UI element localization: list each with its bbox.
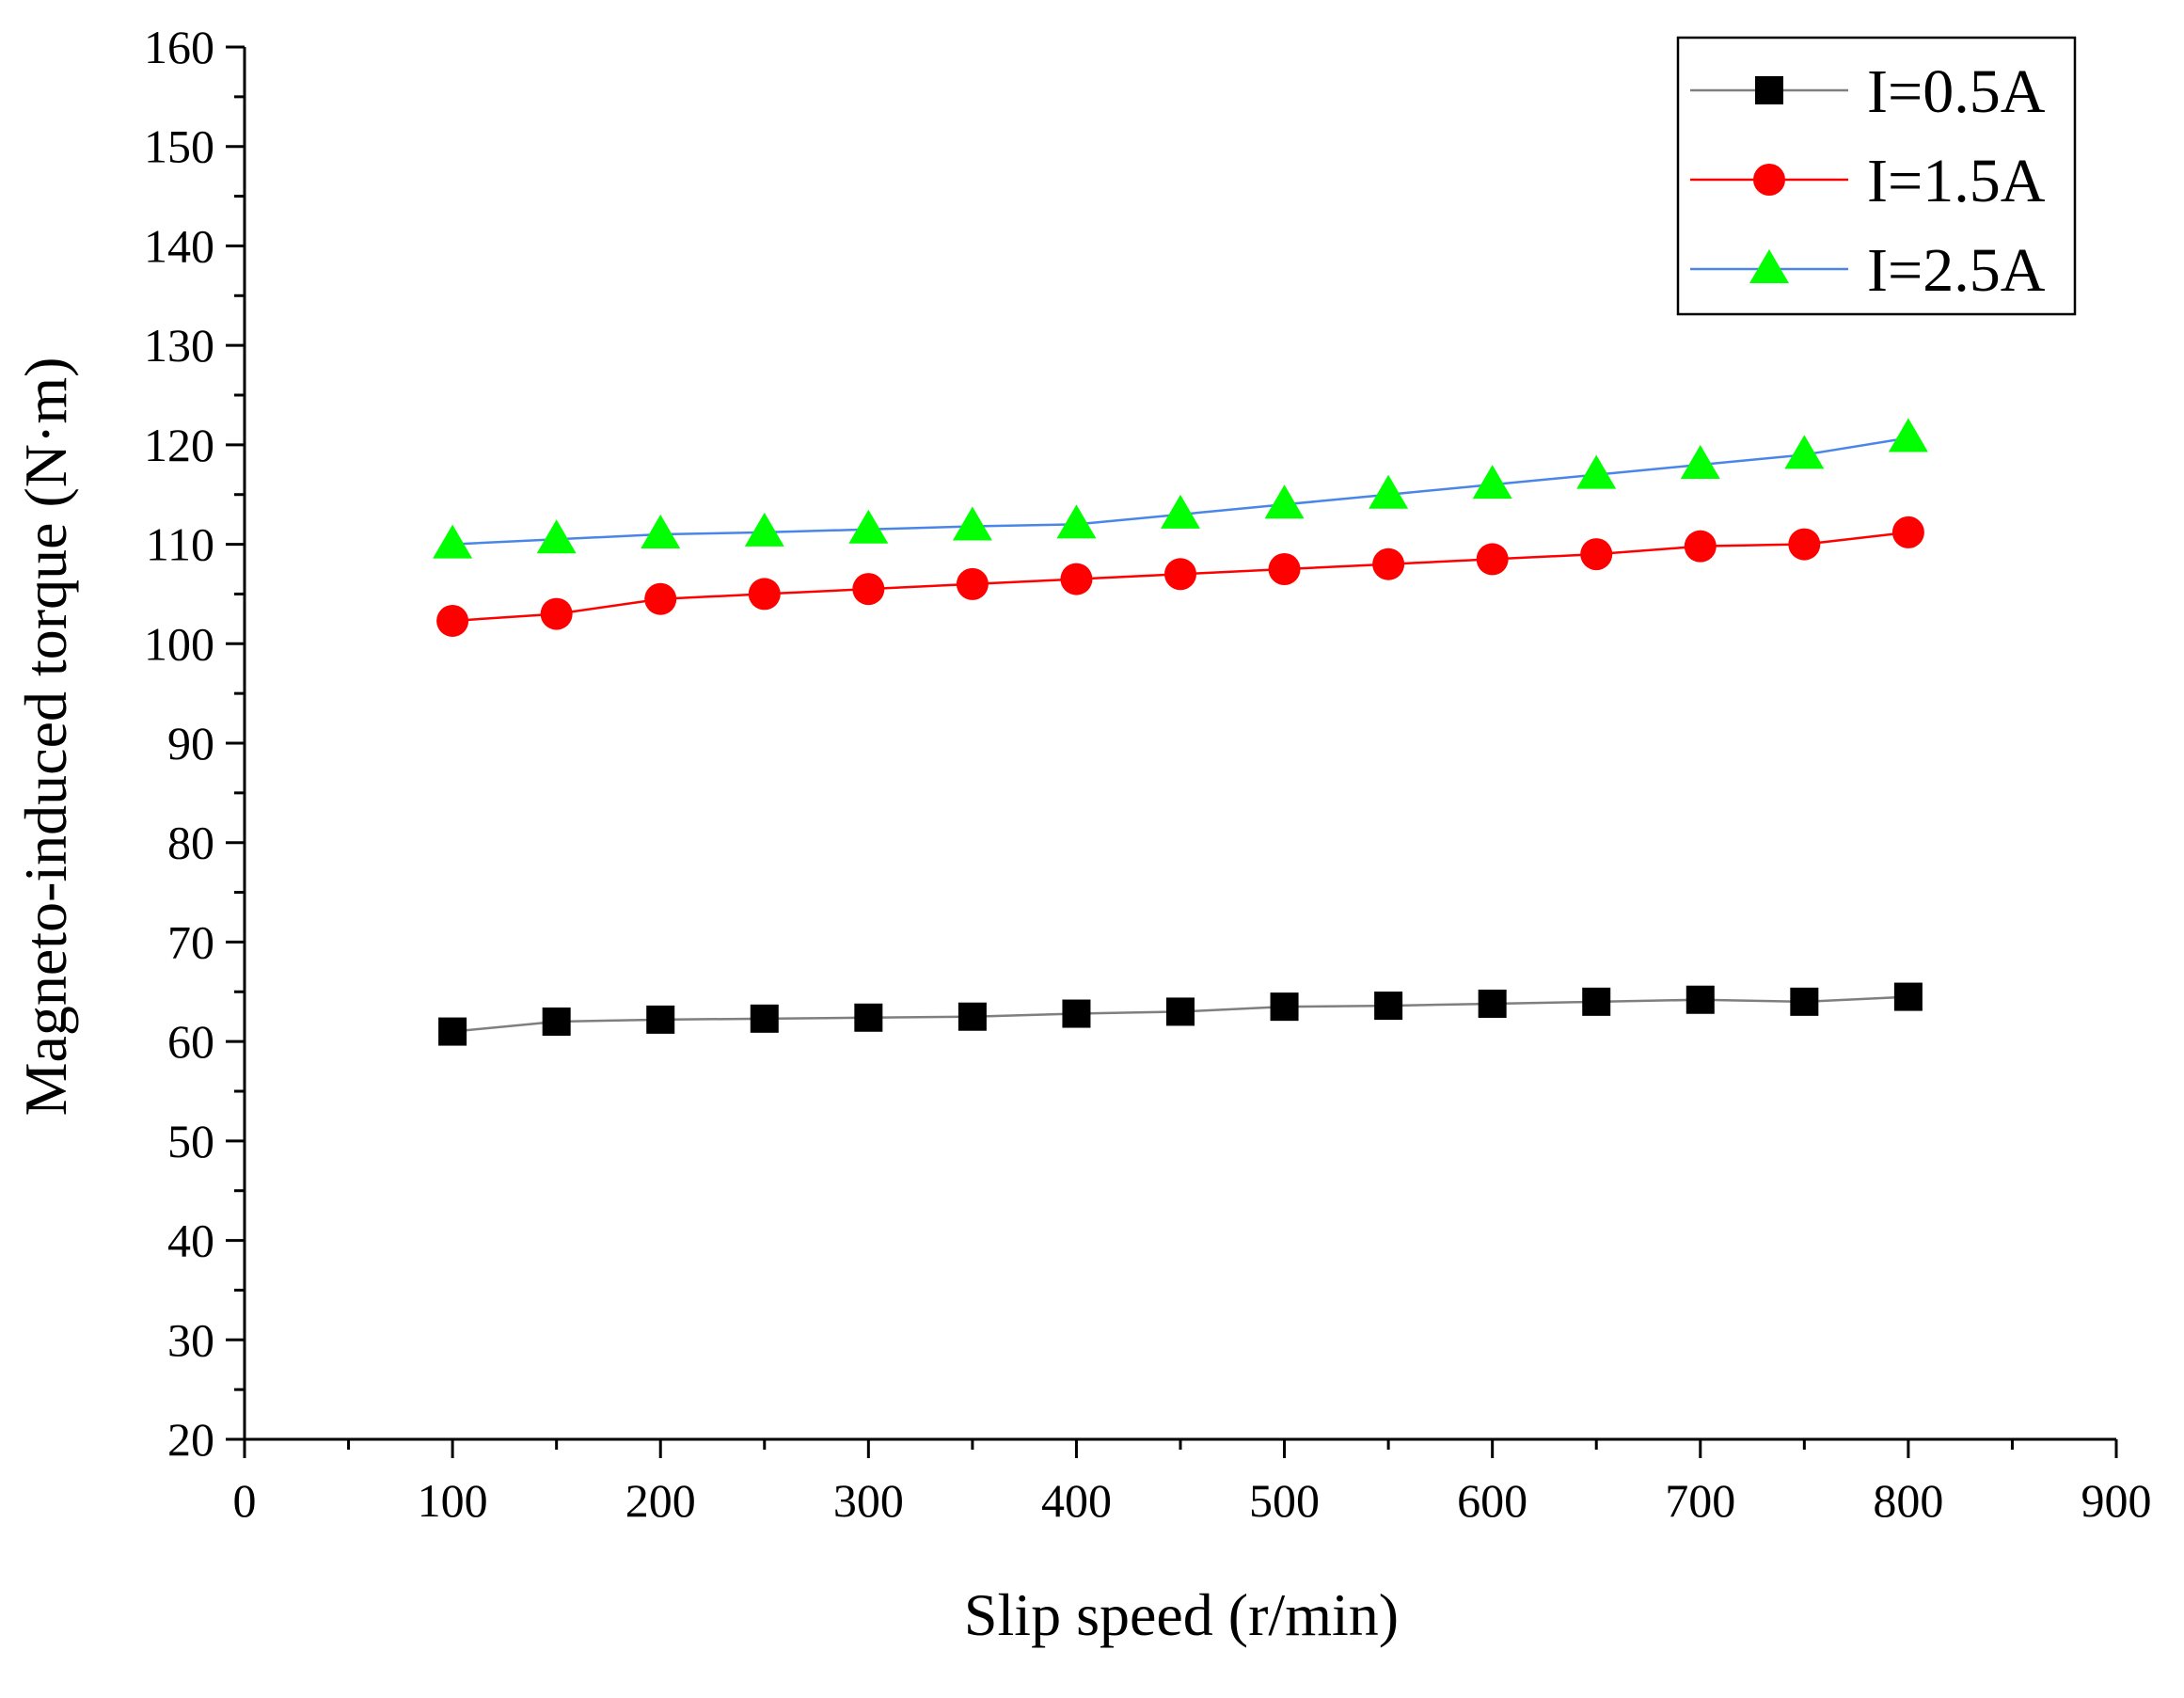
y-tick-label: 160	[144, 21, 214, 73]
data-point	[543, 1008, 571, 1036]
data-point	[1580, 538, 1612, 570]
data-point	[1060, 563, 1092, 595]
data-point	[1164, 558, 1196, 590]
x-tick-label: 400	[1041, 1474, 1112, 1527]
y-tick-label: 40	[167, 1214, 214, 1267]
legend-label: I=2.5A	[1867, 236, 2046, 305]
data-point	[854, 1004, 882, 1032]
data-point	[537, 519, 577, 553]
x-tick-label: 700	[1665, 1474, 1735, 1527]
data-point	[1374, 992, 1402, 1020]
data-point	[438, 1018, 467, 1046]
data-point	[957, 568, 989, 600]
legend-label: I=0.5A	[1867, 57, 2046, 126]
legend-marker	[1753, 164, 1785, 196]
data-point	[1686, 986, 1715, 1014]
data-point	[1161, 495, 1200, 529]
data-point	[1166, 997, 1195, 1025]
data-point	[1265, 484, 1305, 518]
data-point	[1473, 465, 1512, 499]
y-tick-label: 70	[167, 915, 214, 968]
data-point	[436, 605, 468, 637]
data-point	[1892, 516, 1924, 548]
data-point	[1479, 990, 1507, 1018]
chart: 0 100 200 300 400 500 600 700 800 900 20 30 40 50 60 70…	[0, 0, 2184, 1698]
data-point	[749, 578, 781, 610]
data-point	[433, 525, 472, 559]
x-tick-label: 500	[1249, 1474, 1320, 1527]
x-tick-label: 0	[233, 1474, 257, 1527]
x-tick-label: 800	[1873, 1474, 1943, 1527]
y-tick-label: 140	[144, 219, 214, 272]
x-axis-label: Slip speed (r/min)	[964, 1581, 1399, 1648]
y-tick-label: 90	[167, 717, 214, 770]
data-point	[958, 1003, 987, 1031]
x-tick-label: 200	[625, 1474, 696, 1527]
data-point	[1369, 475, 1408, 509]
data-point	[1788, 529, 1820, 561]
data-point	[1062, 1000, 1090, 1028]
y-tick-label: 80	[167, 817, 214, 869]
y-axis-label: Magneto-induced torque (N·m)	[12, 357, 79, 1117]
data-point	[1894, 983, 1923, 1011]
data-point	[1790, 988, 1818, 1016]
data-point	[1576, 455, 1616, 489]
data-point	[852, 573, 884, 605]
data-point	[1582, 988, 1610, 1016]
data-point	[1685, 531, 1717, 563]
y-tick-label: 130	[144, 319, 214, 372]
y-tick-label: 100	[144, 617, 214, 670]
data-point	[848, 510, 888, 544]
legend: I=0.5A I=1.5A I=2.5A	[1678, 38, 2075, 314]
x-tick-label: 300	[833, 1474, 904, 1527]
data-point	[1372, 548, 1404, 580]
x-tick-label: 900	[2081, 1474, 2152, 1527]
y-tick-label: 60	[167, 1015, 214, 1068]
y-tick-label: 150	[144, 120, 214, 173]
x-tick-label: 600	[1457, 1474, 1527, 1527]
series-1	[438, 983, 1923, 1046]
data-point	[644, 583, 676, 615]
data-point	[641, 515, 680, 548]
data-point	[541, 598, 573, 630]
data-point	[1889, 418, 1928, 452]
x-tick-label: 100	[418, 1474, 488, 1527]
y-tick-label: 20	[167, 1413, 214, 1466]
y-tick-label: 120	[144, 419, 214, 471]
data-point	[745, 513, 784, 547]
data-point	[953, 507, 992, 541]
legend-label: I=1.5A	[1867, 147, 2046, 215]
data-point	[1269, 553, 1301, 585]
data-point	[1271, 992, 1299, 1021]
data-point	[646, 1006, 674, 1034]
y-tick-label: 50	[167, 1115, 214, 1167]
y-tick-label: 110	[146, 518, 214, 571]
data-point	[1056, 504, 1096, 538]
series-layer	[433, 418, 1928, 1045]
data-point	[751, 1005, 779, 1033]
data-point	[1681, 445, 1720, 479]
y-tick-label: 30	[167, 1313, 214, 1366]
legend-marker	[1755, 76, 1783, 104]
data-point	[1477, 543, 1509, 575]
